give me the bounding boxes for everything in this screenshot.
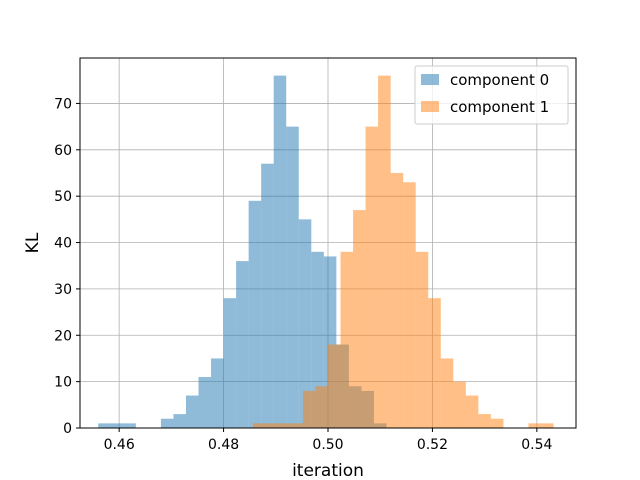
legend-swatch-component-0 [421,74,439,85]
histogram-bar-component-0 [211,358,224,428]
y-tick-label: 40 [54,236,72,252]
histogram-bar-component-1 [353,210,366,428]
histogram-bar-component-1 [541,423,554,428]
histogram-bar-component-0 [110,423,124,428]
histogram-bar-component-1 [328,344,341,428]
x-tick-label: 0.46 [104,437,135,453]
x-tick-label: 0.50 [312,437,343,453]
histogram-bar-component-1 [440,358,454,428]
histogram-bar-component-1 [315,386,328,428]
histogram-bar-component-0 [123,423,136,428]
y-axis: 0 10 20 30 40 50 60 70 [54,96,80,437]
y-tick-label: 10 [54,375,72,391]
y-tick-label: 60 [54,143,72,159]
histogram-bar-component-1 [528,423,542,428]
histogram-bar-component-0 [286,126,299,428]
histogram-bar-component-0 [311,251,324,428]
y-tick-label: 50 [54,189,72,205]
histogram-bar-component-1 [378,75,391,428]
histogram-bar-component-1 [478,414,491,428]
histogram-bar-component-1 [490,418,504,428]
y-tick-label: 70 [54,96,72,112]
x-tick-label: 0.52 [417,437,448,453]
histogram-bar-component-1 [302,390,316,428]
legend-label-component-0: component 0 [450,71,549,89]
y-tick-label: 0 [63,421,72,437]
histogram-bar-component-1 [415,251,429,428]
histogram-bar-component-1 [365,126,379,428]
histogram-bar-component-0 [223,298,237,428]
histogram-bar-component-1 [265,423,278,428]
histogram-bar-component-1 [403,182,416,428]
legend: component 0 component 1 [414,65,569,125]
histogram-bar-component-1 [453,381,466,428]
x-tick-label: 0.48 [208,437,239,453]
legend-swatch-component-1 [421,101,439,112]
x-tick-label: 0.54 [521,437,552,453]
histogram-bar-component-0 [236,261,249,428]
y-tick-label: 20 [54,328,72,344]
histogram-bar-component-1 [390,172,404,428]
histogram-bar-component-0 [248,200,262,428]
histogram-bar-component-0 [261,163,274,428]
histogram-bar-component-0 [298,219,312,428]
histogram-bar-component-0 [160,418,174,428]
grid [80,58,576,429]
legend-box [414,65,569,125]
x-axis-label: iteration [292,461,364,480]
y-axis-label: KL [23,232,43,253]
histogram-bar-component-1 [277,423,291,428]
histogram-bar-component-0 [273,75,287,428]
histogram-bar-component-0 [185,395,199,428]
histogram-bar-component-0 [198,376,212,428]
legend-label-component-1: component 1 [450,98,549,116]
histogram-bar-component-1 [290,423,303,428]
histogram-bar-component-0 [173,414,186,428]
histogram-bar-component-1 [252,423,266,428]
histogram-bar-component-1 [428,298,441,428]
histogram-bar-component-1 [465,395,479,428]
x-axis: 0.46 0.48 0.50 0.52 0.54 [104,428,553,453]
y-tick-label: 30 [54,282,72,298]
bars [98,75,554,428]
histogram-bar-component-0 [98,423,111,428]
histogram-bar-component-1 [340,251,354,428]
